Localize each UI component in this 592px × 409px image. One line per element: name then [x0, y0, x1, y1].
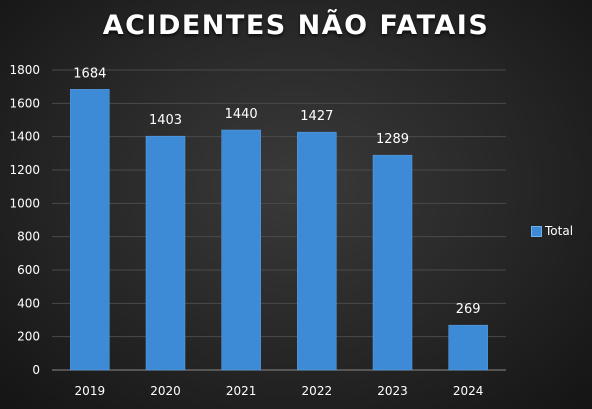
y-tick-label: 400 [17, 296, 40, 310]
y-tick-label: 0 [32, 363, 40, 377]
legend-label-total: Total [545, 224, 574, 238]
x-tick-label-2020: 2020 [150, 384, 181, 398]
y-tick-label: 800 [17, 230, 40, 244]
bar-2023 [372, 154, 413, 371]
y-axis-tick-labels: 0 200 400 600 800 1000 1200 1400 1600 1800 [9, 63, 40, 377]
data-label-2020: 1403 [149, 113, 182, 128]
legend-swatch-total [531, 225, 542, 237]
y-tick-label: 600 [17, 263, 40, 277]
legend: Total [531, 224, 573, 238]
x-tick-label-2021: 2021 [226, 384, 257, 398]
bar-2022 [297, 131, 337, 371]
y-tick-label: 1800 [9, 63, 40, 77]
data-labels: 1684 1403 1440 1427 1289 269 [73, 66, 480, 317]
y-tick-label: 1400 [9, 130, 40, 144]
bar-2020 [145, 135, 186, 371]
y-tick-label: 1600 [9, 96, 40, 110]
x-tick-label-2024: 2024 [453, 384, 484, 398]
gridlines [52, 69, 506, 371]
data-label-2024: 269 [456, 302, 481, 317]
data-label-2023: 1289 [376, 132, 409, 147]
y-tick-label: 1200 [9, 163, 40, 177]
x-tick-label-2022: 2022 [302, 384, 333, 398]
bar-2021 [221, 129, 261, 371]
data-label-2021: 1440 [225, 107, 258, 122]
bars [70, 89, 488, 371]
bar-2024 [448, 324, 488, 371]
bar-2019 [70, 89, 110, 371]
x-tick-label-2023: 2023 [377, 384, 408, 398]
x-axis-tick-labels: 2019 2020 2021 2022 2023 2024 [75, 384, 484, 398]
x-tick-label-2019: 2019 [75, 384, 106, 398]
y-tick-label: 200 [17, 330, 40, 344]
chart-title: ACIDENTES NÃO FATAIS [102, 10, 490, 41]
data-label-2019: 1684 [73, 66, 106, 81]
y-tick-label: 1000 [9, 196, 40, 210]
data-label-2022: 1427 [300, 109, 333, 124]
